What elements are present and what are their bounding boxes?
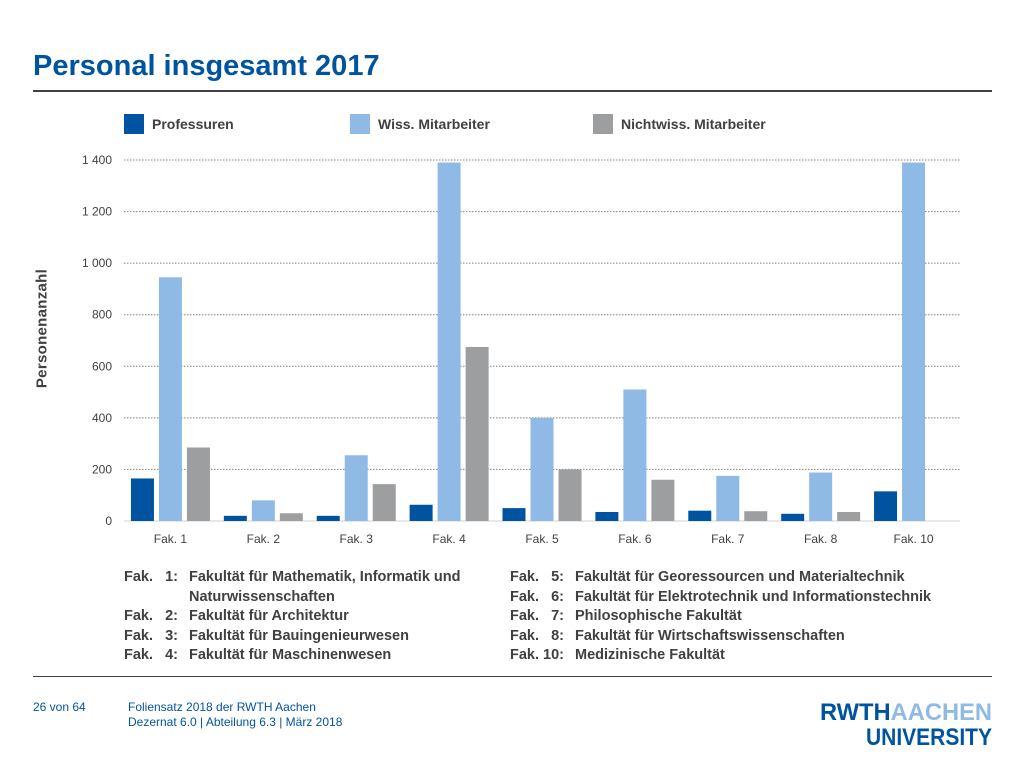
faculty-note: Fak. 10: Medizinische Fakultät xyxy=(510,646,931,666)
bar xyxy=(809,472,833,521)
bar xyxy=(595,511,619,521)
faculty-note-code: Fak. 8: xyxy=(510,627,564,644)
bar xyxy=(781,513,805,521)
bar xyxy=(186,447,210,521)
logo-aachen-text: AACHEN xyxy=(891,699,992,726)
faculty-note: Naturwissenschaften xyxy=(124,588,461,608)
rwth-logo: RWTHAACHEN UNIVERSITY xyxy=(820,699,992,747)
legend-item-wiss: Wiss. Mitarbeiter xyxy=(350,114,490,134)
faculty-note-text: Philosophische Fakultät xyxy=(575,608,742,624)
x-tick-label: Fak. 7 xyxy=(711,532,745,546)
faculty-note-code: Fak. 4: xyxy=(124,647,178,663)
faculty-notes-left: Fak. 1: Fakultät für Mathematik, Informat… xyxy=(124,568,461,666)
x-tick-label: Fak. 6 xyxy=(618,532,652,546)
x-tick-label: Fak. 3 xyxy=(340,532,374,546)
bar xyxy=(744,511,768,521)
faculty-note-text: Fakultät für Georessourcen und Materialt… xyxy=(575,569,905,585)
footer-info: Foliensatz 2018 der RWTH Aachen Dezernat… xyxy=(128,700,342,730)
bar-chart: 0 200 400 600 800 1 000 1 200 1 400 Fak. 1 Fak. 2… xyxy=(82,153,960,546)
x-tick-label: Fak. 10 xyxy=(894,532,934,546)
faculty-note: Fak. 7: Philosophische Fakultät xyxy=(510,607,931,627)
bar xyxy=(344,455,368,521)
faculty-note-code: Fak. 6: xyxy=(510,588,564,605)
legend-label-wiss: Wiss. Mitarbeiter xyxy=(378,116,490,132)
faculty-note: Fak. 4: Fakultät für Maschinenwesen xyxy=(124,646,461,666)
footer-line-1: Foliensatz 2018 der RWTH Aachen xyxy=(128,700,316,714)
bar xyxy=(372,484,396,521)
x-tick-label: Fak. 4 xyxy=(432,532,466,546)
faculty-note-code: Fak. 5: xyxy=(510,569,564,585)
bar xyxy=(530,417,554,521)
bar xyxy=(158,277,182,521)
faculty-note-text: Fakultät für Bauingenieurwesen xyxy=(189,627,409,644)
chart-legend: Professuren Wiss. Mitarbeiter Nichtwiss.… xyxy=(0,114,1024,136)
faculty-note-code: Fak. 3: xyxy=(124,627,178,644)
bar xyxy=(874,491,898,521)
faculty-note-code: Fak. 7: xyxy=(510,608,564,624)
legend-swatch-nichtwiss xyxy=(593,114,613,134)
bar xyxy=(316,515,340,521)
legend-item-professuren: Professuren xyxy=(124,114,234,134)
bar xyxy=(223,515,247,521)
faculty-note-code: Fak. 10: xyxy=(510,647,564,663)
bar xyxy=(251,500,275,521)
bar xyxy=(409,504,433,521)
title-divider xyxy=(33,90,992,92)
legend-label-professuren: Professuren xyxy=(152,116,234,132)
faculty-note: Fak. 1: Fakultät für Mathematik, Informat… xyxy=(124,568,461,588)
legend-label-nichtwiss: Nichtwiss. Mitarbeiter xyxy=(621,116,766,132)
y-tick-label: 1 200 xyxy=(82,205,112,219)
legend-swatch-professuren xyxy=(124,114,144,134)
y-tick-label: 1 000 xyxy=(82,256,112,270)
faculty-note-code: Fak. 2: xyxy=(124,608,178,624)
page-number: 26 von 64 xyxy=(33,700,86,714)
faculty-note-code: Fak. 1: xyxy=(124,569,178,585)
faculty-note-text: Naturwissenschaften xyxy=(189,588,335,605)
bar xyxy=(716,475,740,521)
x-tick-label: Fak. 5 xyxy=(525,532,559,546)
footer-divider xyxy=(33,676,992,677)
faculty-notes-right: Fak. 5: Fakultät für Georessourcen und Ma… xyxy=(510,568,931,666)
y-tick-label: 1 400 xyxy=(82,153,112,167)
y-tick-label: 0 xyxy=(105,514,112,528)
bar xyxy=(558,469,582,521)
faculty-note-text: Fakultät für Mathematik, Informatik und xyxy=(189,569,461,585)
bar xyxy=(130,478,154,521)
faculty-note-text: Fakultät für Architektur xyxy=(189,608,349,624)
y-tick-label: 600 xyxy=(92,359,112,373)
bar xyxy=(837,511,861,521)
faculty-note: Fak. 5: Fakultät für Georessourcen und Ma… xyxy=(510,568,931,588)
y-tick-label: 400 xyxy=(92,411,112,425)
y-tick-label: 800 xyxy=(92,308,112,322)
logo-university-text: UNIVERSITY xyxy=(866,724,992,747)
footer-line-2: Dezernat 6.0 | Abteilung 6.3 | März 2018 xyxy=(128,715,343,729)
bar xyxy=(688,510,712,521)
faculty-note-text: Fakultät für Elektrotechnik und Informat… xyxy=(575,588,932,605)
x-tick-label: Fak. 2 xyxy=(247,532,281,546)
legend-swatch-wiss xyxy=(350,114,370,134)
bar xyxy=(623,389,647,521)
faculty-note-text: Fakultät für Maschinenwesen xyxy=(189,647,392,663)
bar xyxy=(902,162,926,522)
bar xyxy=(465,346,489,521)
faculty-note-text: Medizinische Fakultät xyxy=(575,647,725,663)
faculty-note: Fak. 3: Fakultät für Bauingenieurwesen xyxy=(124,627,461,647)
legend-item-nichtwiss: Nichtwiss. Mitarbeiter xyxy=(593,114,766,134)
y-tick-label: 200 xyxy=(92,462,112,476)
faculty-note: Fak. 2: Fakultät für Architektur xyxy=(124,607,461,627)
bar xyxy=(502,508,526,521)
svg-text:RWTHAACHEN: RWTHAACHEN xyxy=(820,699,992,726)
bar xyxy=(651,479,675,521)
page-title: Personal insgesamt 2017 xyxy=(33,50,380,82)
bar xyxy=(279,513,303,521)
faculty-note-code xyxy=(124,588,189,608)
faculty-note: Fak. 6: Fakultät für Elektrotechnik und I… xyxy=(510,588,931,608)
faculty-note-text: Fakultät für Wirtschaftswissenschaften xyxy=(575,627,845,644)
x-tick-label: Fak. 1 xyxy=(154,532,188,546)
logo-rwth-text: RWTH xyxy=(820,699,891,726)
x-tick-label: Fak. 8 xyxy=(804,532,838,546)
bar xyxy=(437,162,461,522)
faculty-note: Fak. 8: Fakultät für Wirtschaftswissensch… xyxy=(510,627,931,647)
